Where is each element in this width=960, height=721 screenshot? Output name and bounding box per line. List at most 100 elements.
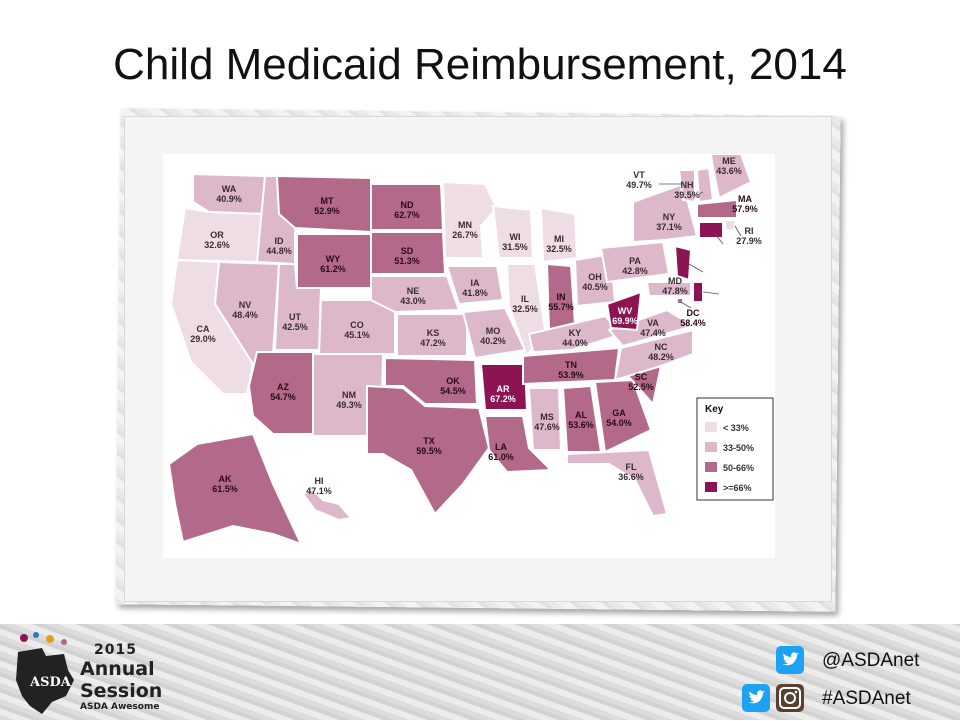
legend-swatch: [705, 462, 717, 472]
twitter-icon: [742, 684, 770, 712]
state-ne: [370, 275, 461, 314]
legend-label: 50-66%: [723, 463, 754, 473]
state-abbr-la: LA: [495, 442, 507, 452]
state-abbr-sd: SD: [401, 246, 414, 256]
state-sd: [370, 231, 447, 275]
map-legend: Key < 33% 33-50% 50-66% >=66%: [696, 397, 774, 501]
state-abbr-hi: HI: [315, 476, 324, 486]
hashtag-row[interactable]: #ASDAnet: [742, 684, 952, 714]
logo-text-annual: Annual: [80, 658, 155, 680]
state-value-ct: 66.8%: [716, 252, 742, 262]
state-pa: [599, 240, 671, 284]
twitter-handle-row[interactable]: @ASDAnet: [772, 646, 952, 676]
state-value-wi: 31.5%: [502, 242, 528, 252]
state-abbr-de: DE: [719, 282, 732, 292]
state-az: [247, 351, 314, 435]
state-value-ms: 47.6%: [534, 422, 560, 432]
state-abbr-ca: CA: [197, 324, 210, 334]
state-abbr-wy: WY: [326, 254, 341, 264]
state-abbr-vt: VT: [633, 170, 645, 180]
state-abbr-md: MD: [668, 276, 682, 286]
state-abbr-wi: WI: [510, 232, 521, 242]
state-ak: [167, 432, 303, 546]
state-abbr-nd: ND: [401, 200, 414, 210]
state-value-wa: 40.9%: [216, 194, 242, 204]
us-choropleth-map: WA40.9%OR32.6%CA29.0%ID44.8%NV48.4%MT52.…: [167, 153, 774, 546]
state-abbr-in: IN: [557, 292, 566, 302]
state-ct: [698, 221, 724, 239]
state-md: [645, 281, 692, 297]
state-ms: [527, 387, 563, 451]
state-de: [692, 281, 704, 303]
legend-label: >=66%: [723, 483, 752, 493]
state-nc: [613, 328, 694, 382]
state-abbr-wv: WV: [618, 306, 633, 316]
asda-state-silhouette-icon: ASDA: [16, 632, 74, 714]
state-abbr-va: VA: [647, 318, 659, 328]
state-value-in: 55.7%: [548, 302, 574, 312]
state-abbr-oh: OH: [588, 272, 602, 282]
state-abbr-mo: MO: [486, 326, 501, 336]
state-value-tx: 59.5%: [416, 446, 442, 456]
leader-line: [688, 263, 704, 273]
state-abbr-ms: MS: [540, 412, 554, 422]
state-wi: [491, 204, 535, 259]
state-value-tn: 53.9%: [558, 370, 584, 380]
state-ia: [445, 265, 505, 306]
state-value-wy: 61.2%: [320, 264, 346, 274]
state-abbr-ny: NY: [663, 212, 676, 222]
state-abbr-nc: NC: [655, 342, 668, 352]
state-value-co: 45.1%: [344, 330, 370, 340]
state-value-nd: 62.7%: [394, 210, 420, 220]
state-vt: [677, 169, 696, 204]
state-value-md: 47.8%: [662, 286, 688, 296]
us-map-panel: WA 40.9% OR 32.6% CA 29.0% ID 44.8% NV 48.4% MT 52.…: [163, 153, 775, 558]
state-ma: [696, 198, 738, 219]
instagram-icon: [776, 684, 804, 712]
hashtag-text: #ASDAnet: [822, 688, 911, 709]
state-value-ga: 54.0%: [606, 418, 632, 428]
state-value-nv: 48.4%: [232, 310, 258, 320]
twitter-icon: [776, 646, 804, 674]
state-ky: [527, 314, 625, 354]
leader-line: [698, 191, 704, 195]
state-abbr-az: AZ: [277, 382, 289, 392]
state-value-ny: 37.1%: [656, 222, 682, 232]
state-value-mi: 32.5%: [546, 244, 572, 254]
leader-line: [734, 225, 742, 237]
state-abbr-or: OR: [210, 230, 224, 240]
legend-swatch: [705, 422, 717, 432]
state-abbr-tn: TN: [565, 360, 577, 370]
state-nd: [370, 183, 445, 231]
state-value-ks: 47.2%: [420, 338, 446, 348]
legend-label: 33-50%: [723, 443, 754, 453]
state-value-hi: 47.1%: [306, 486, 332, 496]
state-abbr-ks: KS: [427, 328, 440, 338]
state-abbr-nh: NH: [681, 180, 694, 190]
state-value-oh: 40.5%: [582, 282, 608, 292]
state-hi: [301, 488, 353, 522]
state-mt: [275, 174, 372, 234]
state-abbr-ne: NE: [407, 286, 420, 296]
state-abbr-wa: WA: [222, 184, 237, 194]
legend-swatch: [705, 482, 717, 492]
state-abbr-fl: FL: [626, 462, 637, 472]
state-abbr-ok: OK: [446, 376, 460, 386]
state-mn: [441, 180, 499, 259]
state-value-ky: 44.0%: [562, 338, 588, 348]
state-value-la: 61.0%: [488, 452, 514, 462]
state-la: [483, 415, 554, 474]
state-value-or: 32.6%: [204, 240, 230, 250]
state-value-fl: 36.6%: [618, 472, 644, 482]
state-abbr-ct: CT: [723, 242, 735, 252]
state-ar: [479, 363, 529, 411]
state-value-nh: 39.5%: [674, 190, 700, 200]
state-abbr-ar: AR: [497, 384, 510, 394]
state-value-nj: 68.8%: [698, 270, 724, 280]
state-value-ca: 29.0%: [190, 334, 216, 344]
state-value-pa: 42.8%: [622, 266, 648, 276]
state-fl: [566, 448, 669, 518]
state-value-ma: 57.9%: [732, 204, 758, 214]
state-abbr-nm: NM: [342, 390, 356, 400]
state-abbr-il: IL: [521, 294, 530, 304]
